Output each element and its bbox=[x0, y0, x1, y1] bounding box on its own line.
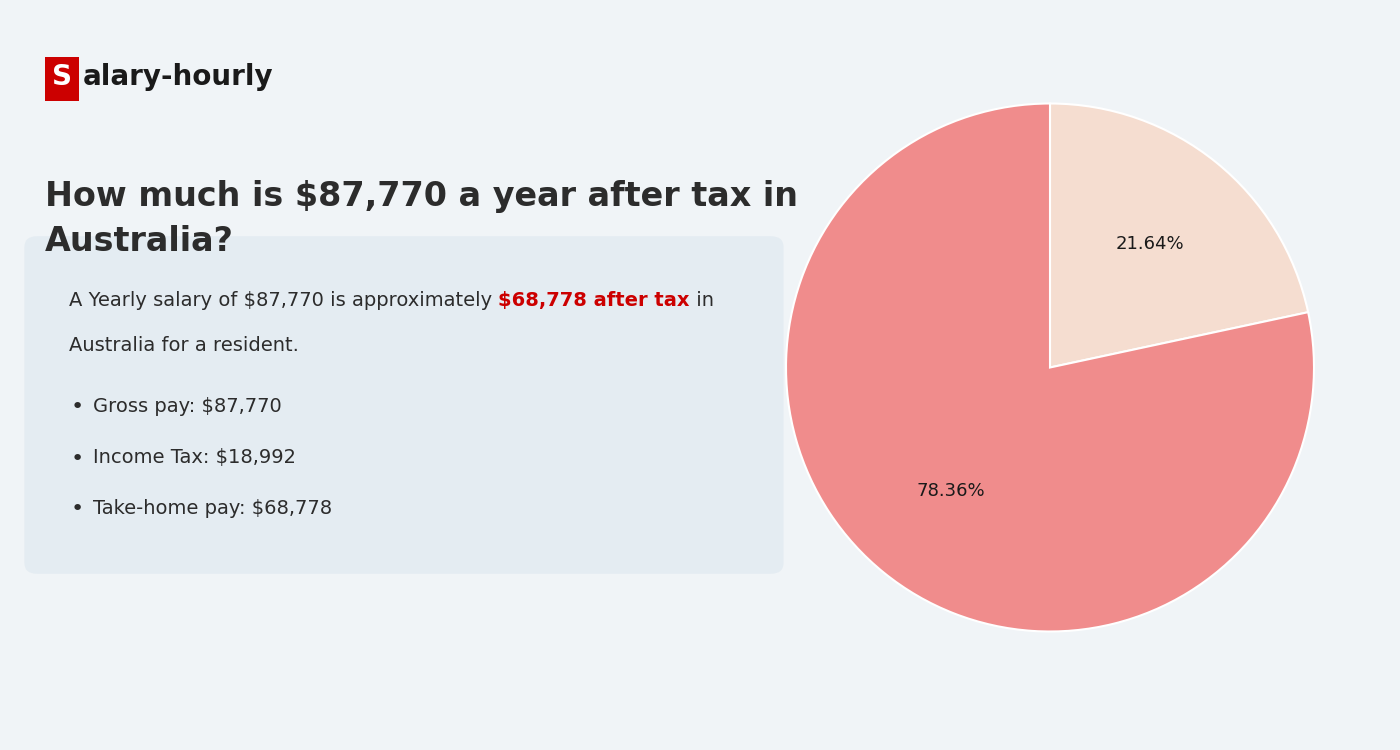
Text: Income Tax: $18,992: Income Tax: $18,992 bbox=[94, 448, 297, 467]
Text: in: in bbox=[690, 291, 714, 310]
Text: •: • bbox=[70, 500, 84, 520]
FancyBboxPatch shape bbox=[24, 236, 784, 574]
Text: A Yearly salary of $87,770 is approximately: A Yearly salary of $87,770 is approximat… bbox=[69, 291, 498, 310]
Text: 21.64%: 21.64% bbox=[1116, 236, 1184, 254]
Wedge shape bbox=[1050, 104, 1308, 368]
Text: 78.36%: 78.36% bbox=[916, 482, 984, 500]
Text: •: • bbox=[70, 398, 84, 418]
Wedge shape bbox=[785, 104, 1315, 632]
Text: alary-hourly: alary-hourly bbox=[83, 64, 273, 92]
Text: S: S bbox=[52, 64, 71, 92]
Text: How much is $87,770 a year after tax in
Australia?: How much is $87,770 a year after tax in … bbox=[45, 180, 798, 258]
Text: •: • bbox=[70, 448, 84, 469]
Text: Australia for a resident.: Australia for a resident. bbox=[69, 336, 298, 355]
Text: $68,778 after tax: $68,778 after tax bbox=[498, 291, 690, 310]
Text: Take-home pay: $68,778: Take-home pay: $68,778 bbox=[94, 500, 333, 518]
Text: Gross pay: $87,770: Gross pay: $87,770 bbox=[94, 398, 283, 416]
FancyBboxPatch shape bbox=[45, 57, 78, 100]
